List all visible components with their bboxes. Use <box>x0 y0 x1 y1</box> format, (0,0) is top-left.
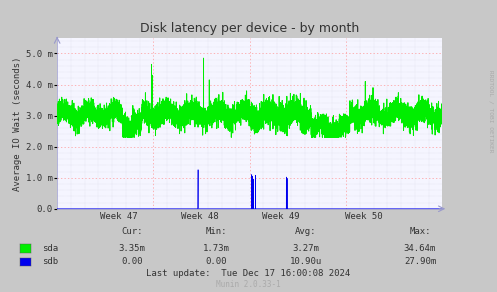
Text: Munin 2.0.33-1: Munin 2.0.33-1 <box>216 280 281 289</box>
Text: 10.90u: 10.90u <box>290 258 322 266</box>
Text: Min:: Min: <box>205 227 227 236</box>
Text: 3.35m: 3.35m <box>118 244 145 253</box>
Text: sdb: sdb <box>42 258 58 266</box>
Text: 27.90m: 27.90m <box>404 258 436 266</box>
Text: 0.00: 0.00 <box>121 258 143 266</box>
Text: Last update:  Tue Dec 17 16:00:08 2024: Last update: Tue Dec 17 16:00:08 2024 <box>147 269 350 278</box>
Title: Disk latency per device - by month: Disk latency per device - by month <box>140 22 359 35</box>
Y-axis label: Average IO Wait (seconds): Average IO Wait (seconds) <box>13 56 22 191</box>
Text: 3.27m: 3.27m <box>292 244 319 253</box>
Text: 34.64m: 34.64m <box>404 244 436 253</box>
Text: 1.73m: 1.73m <box>203 244 230 253</box>
Text: RRDTOOL / TOBI OETIKER: RRDTOOL / TOBI OETIKER <box>489 70 494 152</box>
Text: sda: sda <box>42 244 58 253</box>
Text: Avg:: Avg: <box>295 227 317 236</box>
Text: Max:: Max: <box>409 227 431 236</box>
Text: Cur:: Cur: <box>121 227 143 236</box>
Text: 0.00: 0.00 <box>205 258 227 266</box>
